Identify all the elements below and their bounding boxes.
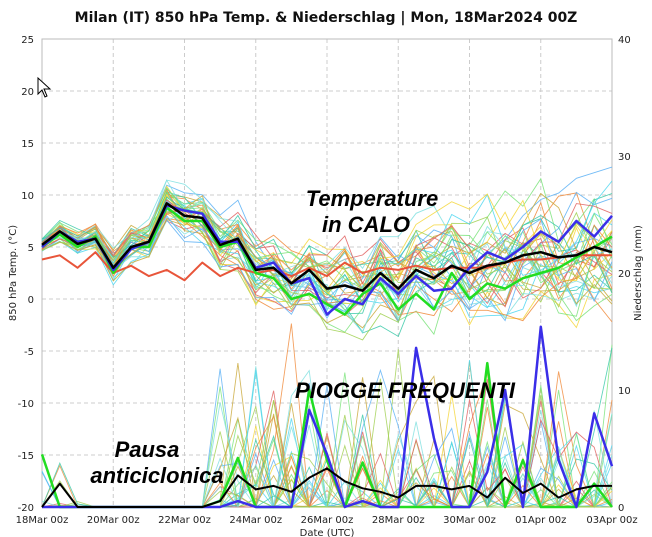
y-tick-label: -5	[24, 347, 34, 358]
x-tick-label: 03Apr 00z	[586, 515, 637, 526]
x-tick-label: 28Mar 00z	[372, 515, 425, 526]
annotation-in-calo: in CALO	[322, 212, 410, 237]
y-tick-label: 10	[21, 191, 34, 202]
y2-tick-label: 20	[618, 269, 631, 280]
y2-tick-label: 30	[618, 152, 631, 163]
y-tick-label: 0	[28, 295, 34, 306]
main-series	[40, 202, 614, 509]
mouse-cursor-icon	[37, 76, 52, 98]
y-tick-label: 15	[21, 139, 34, 150]
axes: 25 20 15 10 5 0 -5 -10 -15 -20 40 30 20 10 0 18Mar 00z 2…	[16, 35, 638, 526]
annotation-anticiclonica: anticiclonica	[90, 463, 223, 488]
y2-axis-label: Niederschlag (mm)	[633, 225, 644, 321]
y2-tick-label: 0	[618, 503, 624, 514]
annotation-pausa: Pausa	[115, 437, 180, 462]
y-tick-label: -10	[18, 399, 34, 410]
y-axis-label: 850 hPa Temp. (°C)	[8, 225, 19, 321]
y2-tick-label: 10	[618, 386, 631, 397]
member-temp-line	[41, 187, 613, 296]
y-tick-label: 5	[28, 243, 34, 254]
member-temp-line	[41, 210, 613, 341]
annotation-temperature: Temperature	[306, 186, 438, 211]
temp-climatology-line	[41, 251, 612, 282]
y2-tick-label: 40	[618, 35, 631, 46]
annotation-piogge-frequenti: PIOGGE FREQUENTI	[295, 378, 516, 403]
member-temp-line	[41, 198, 613, 289]
y-tick-label: 25	[21, 35, 34, 46]
member-temp-line	[41, 194, 613, 329]
member-temp-line	[41, 196, 613, 338]
x-tick-label: 18Mar 00z	[16, 515, 69, 526]
temp-ensemble-mean-line	[41, 202, 613, 292]
y-tick-label: -20	[18, 503, 34, 514]
x-axis-label: Date (UTC)	[300, 528, 355, 537]
x-tick-label: 24Mar 00z	[229, 515, 282, 526]
x-tick-label: 20Mar 00z	[87, 515, 140, 526]
member-temp-line	[41, 192, 613, 302]
chart-title: Milan (IT) 850 hPa Temp. & Niederschlag …	[75, 10, 578, 26]
y-tick-label: -15	[18, 451, 34, 462]
x-tick-label: 30Mar 00z	[443, 515, 496, 526]
member-temp-line	[41, 166, 613, 319]
x-tick-label: 22Mar 00z	[158, 515, 211, 526]
y-tick-label: 20	[21, 87, 34, 98]
precip-ensemble-mean-line	[41, 467, 612, 508]
member-temp-line	[41, 190, 613, 299]
x-tick-label: 26Mar 00z	[301, 515, 354, 526]
x-tick-label: 01Apr 00z	[515, 515, 566, 526]
temp-control-line	[41, 204, 613, 316]
member-temp-line	[41, 179, 613, 320]
